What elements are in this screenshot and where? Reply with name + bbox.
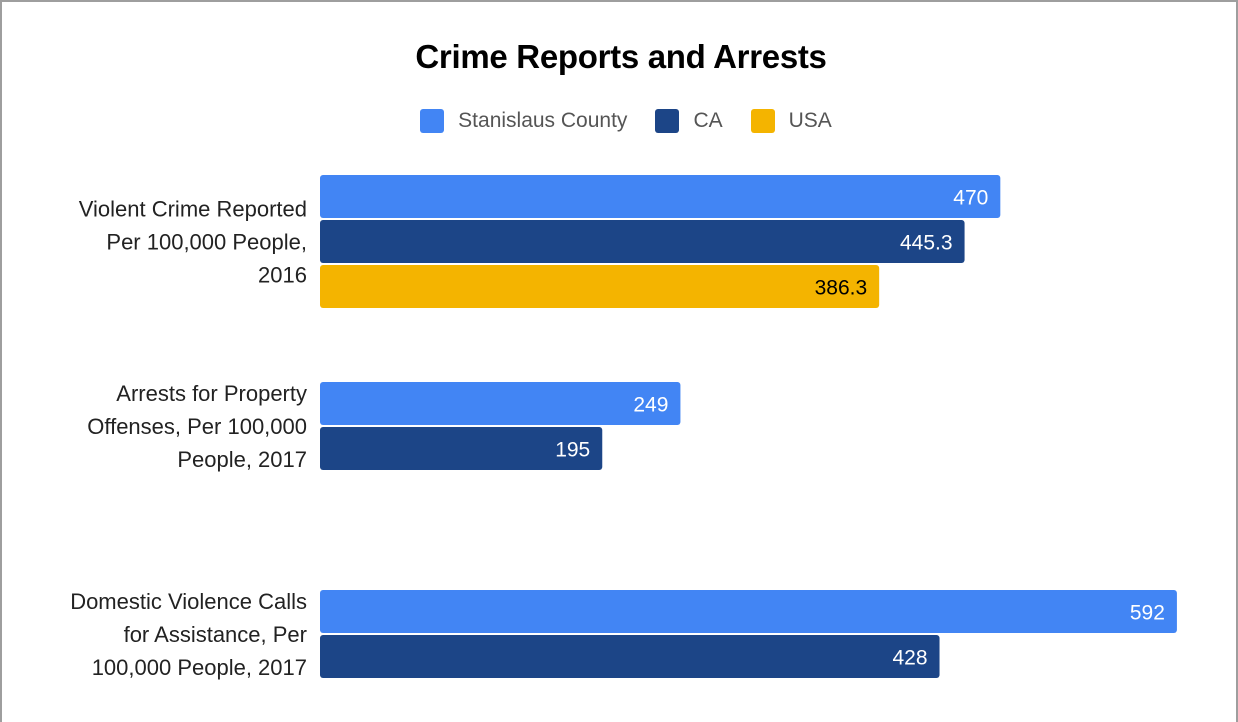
- legend-swatch-usa: [750, 109, 775, 133]
- category-label-line: 100,000 People, 2017: [92, 655, 307, 680]
- bar-ca-1[interactable]: [320, 220, 965, 263]
- value-label-ca-2: 195: [555, 439, 590, 462]
- value-label-usa-1: 386.3: [815, 277, 868, 300]
- value-label-stanislaus-county-2: 249: [633, 394, 668, 417]
- legend-item-usa[interactable]: USA: [750, 109, 832, 133]
- bar-ca-3[interactable]: [320, 635, 940, 678]
- category-label-line: Violent Crime Reported: [79, 197, 307, 222]
- category-label-line: Per 100,000 People,: [106, 230, 307, 255]
- category-label-1: Violent Crime Reported Per 100,000 People…: [79, 197, 307, 288]
- legend-label-stanislaus-county: Stanislaus County: [458, 109, 628, 132]
- value-label-ca-1: 445.3: [900, 232, 953, 255]
- category-label-line: for Assistance, Per: [124, 622, 307, 647]
- legend-swatch-ca: [655, 109, 680, 133]
- category-label-line: Offenses, Per 100,000: [87, 414, 307, 439]
- category-label-line: Domestic Violence Calls: [70, 589, 307, 614]
- bar-stanislaus-county-2[interactable]: [320, 382, 681, 425]
- bar-stanislaus-county-1[interactable]: [320, 175, 1001, 218]
- legend: Stanislaus County CA USA: [2, 106, 1238, 136]
- bar-usa-1[interactable]: [320, 265, 880, 308]
- category-label-3: Domestic Violence Calls for Assistance, P…: [70, 589, 307, 680]
- value-label-ca-3: 428: [892, 647, 927, 670]
- category-label-line: People, 2017: [177, 447, 307, 472]
- category-label-2: Arrests for Property Offenses, Per 100,00…: [87, 381, 307, 472]
- value-label-stanislaus-county-3: 592: [1130, 602, 1165, 625]
- bar-stanislaus-county-3[interactable]: [320, 590, 1177, 633]
- value-label-stanislaus-county-1: 470: [953, 187, 988, 210]
- bar-ca-2[interactable]: [320, 427, 603, 470]
- legend-item-ca[interactable]: CA: [655, 109, 723, 133]
- category-label-line: Arrests for Property: [116, 381, 307, 406]
- chart-title: Crime Reports and Arrests: [415, 38, 827, 75]
- legend-item-stanislaus-county[interactable]: Stanislaus County: [420, 109, 627, 133]
- legend-label-usa: USA: [788, 109, 832, 132]
- legend-label-ca: CA: [693, 109, 723, 132]
- category-label-line: 2016: [258, 263, 307, 288]
- legend-swatch-stanislaus-county: [420, 109, 445, 133]
